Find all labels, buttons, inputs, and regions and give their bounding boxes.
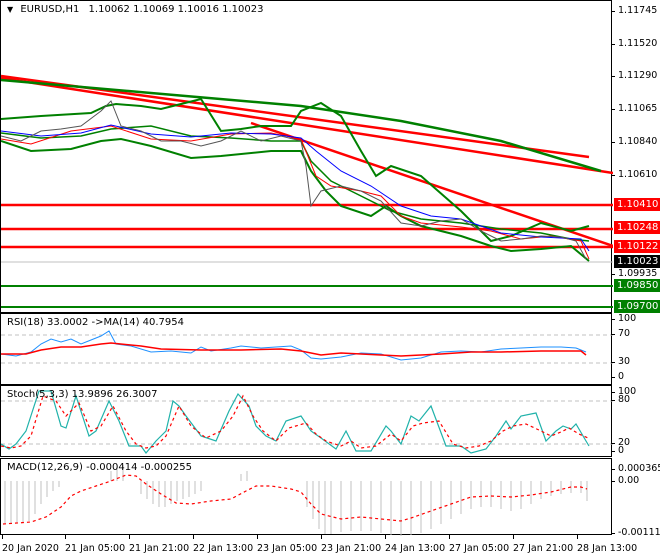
stochastic-panel[interactable]: Stoch(5,3,3) 13.9896 26.3007 [0, 385, 613, 457]
price-tick: 1.11290 [610, 70, 657, 81]
stoch-tick: 0 [610, 445, 624, 456]
time-axis: 20 Jan 2020 21 Jan 05:00 21 Jan 21:00 22… [0, 534, 637, 560]
level-tag-resistance: 1.10248 [614, 221, 660, 234]
time-label: 20 Jan 2020 [2, 534, 59, 554]
symbol-label: EURUSD,H1 [20, 4, 80, 15]
stochastic-axis: 100 80 20 0 [610, 385, 660, 457]
time-label: 27 Jan 21:00 [513, 534, 574, 554]
macd-axis: 0.000365 0.00 -0.001113 [610, 458, 660, 538]
rsi-axis: 100 70 30 0 [610, 313, 660, 385]
price-chart-canvas [1, 74, 613, 308]
rsi-tick: 70 [610, 328, 630, 339]
level-tag-support: 1.09850 [614, 279, 660, 292]
time-label: 21 Jan 05:00 [65, 534, 126, 554]
stoch-tick: 100 [610, 386, 636, 397]
level-tag-support: 1.09700 [614, 300, 660, 313]
stochastic-title: Stoch(5,3,3) 13.9896 26.3007 [7, 389, 158, 400]
time-label: 24 Jan 13:00 [385, 534, 446, 554]
stochastic-canvas [1, 390, 613, 454]
ohlc-values: 1.10062 1.10069 1.10016 1.10023 [88, 4, 264, 15]
time-label: 22 Jan 13:00 [193, 534, 254, 554]
macd-tick: -0.001113 [611, 527, 660, 538]
rsi-panel[interactable]: RSI(18) 33.0002 ->MA(14) 40.7954 [0, 313, 613, 385]
stoch-tick: 80 [610, 394, 630, 405]
chart-header: ▼ EURUSD,H1 1.10062 1.10069 1.10016 1.10… [7, 4, 264, 15]
rsi-title: RSI(18) 33.0002 ->MA(14) 40.7954 [7, 317, 184, 328]
price-tick: 1.09935 [610, 268, 657, 279]
time-label: 23 Jan 05:00 [257, 534, 318, 554]
macd-title: MACD(12,26,9) -0.000414 -0.000255 [7, 462, 192, 473]
triangle-down-icon[interactable]: ▼ [7, 5, 14, 14]
rsi-tick: 0 [610, 371, 624, 382]
price-tick: 1.11520 [610, 38, 657, 49]
price-chart-panel[interactable]: ▼ EURUSD,H1 1.10062 1.10069 1.10016 1.10… [0, 0, 613, 313]
rsi-canvas [1, 330, 613, 364]
macd-panel[interactable]: MACD(12,26,9) -0.000414 -0.000255 [0, 458, 612, 536]
time-label: 23 Jan 21:00 [321, 534, 382, 554]
level-tag-resistance: 1.10122 [614, 240, 660, 253]
price-tick: 1.11745 [610, 5, 657, 16]
rsi-tick: 100 [610, 313, 636, 324]
price-tick: 1.11065 [610, 103, 657, 114]
rsi-tick: 30 [610, 356, 630, 367]
macd-canvas [2, 465, 588, 536]
macd-tick: 0.00 [610, 475, 639, 486]
macd-tick: 0.000365 [610, 463, 660, 474]
stoch-tick: 20 [610, 437, 630, 448]
price-tick: 1.10840 [610, 136, 657, 147]
price-tick: 1.10610 [610, 169, 657, 180]
time-label: 21 Jan 21:00 [129, 534, 190, 554]
level-tag-resistance: 1.10410 [614, 198, 660, 211]
current-price-tag: 1.10023 [614, 255, 660, 268]
time-label: 27 Jan 05:00 [449, 534, 510, 554]
price-axis: 1.11745 1.11520 1.11290 1.11065 1.10840 … [610, 0, 660, 313]
time-label: 28 Jan 13:00 [577, 534, 638, 554]
